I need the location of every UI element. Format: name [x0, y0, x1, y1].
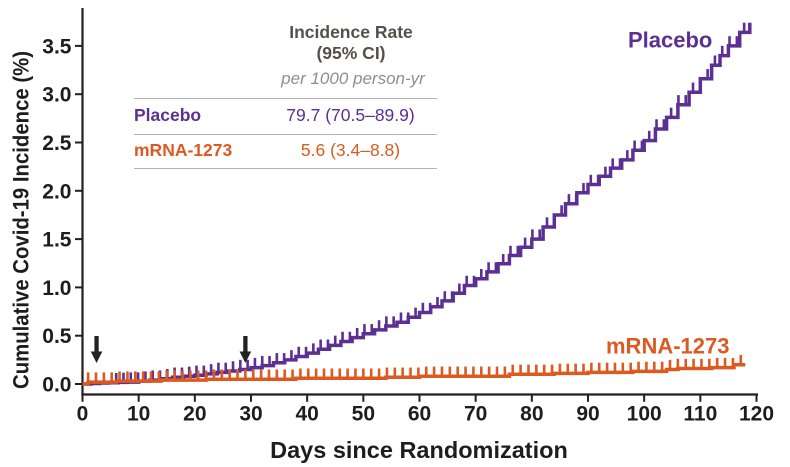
x-tick-label: 80	[520, 403, 543, 426]
dose-arrows-layer	[90, 336, 252, 363]
x-tick-label: 20	[183, 403, 206, 426]
table-header: Incidence Rate (95% CI)	[289, 22, 413, 64]
table-header-line1: Incidence Rate	[289, 22, 413, 42]
row-value-mrna: 5.6 (3.4–8.8)	[300, 140, 401, 160]
placebo-curve-label: Placebo	[628, 28, 712, 53]
x-tick-label: 70	[464, 403, 487, 426]
x-axis-title: Days since Randomization	[270, 437, 568, 463]
x-tick-label: 50	[352, 403, 375, 426]
x-tick-label: 110	[683, 403, 717, 426]
dose-arrow	[90, 336, 103, 363]
mrna-curve-label: mRNA-1273	[606, 334, 730, 359]
table-row-mrna: mRNA-1273 5.6 (3.4–8.8)	[134, 134, 437, 169]
row-label-mrna: mRNA-1273	[134, 140, 233, 160]
y-tick-label: 3.5	[42, 35, 72, 58]
y-tick-label: 2.0	[42, 180, 71, 203]
placebo-series	[82, 22, 752, 386]
x-tick-label: 0	[77, 403, 89, 426]
y-tick-label: 3.0	[42, 84, 71, 107]
axes-layer: 0.0 0.5 1.0 1.5 2.0 2.5 3.0 3.5 0 10 20 30 40 50 60 70 8…	[42, 8, 774, 426]
x-tick-label: 40	[295, 403, 318, 426]
x-tick-label: 10	[127, 403, 150, 426]
mrna-1273-step-line	[82, 362, 746, 386]
dose-arrow-head	[90, 351, 103, 363]
placebo-step-line	[82, 22, 752, 386]
x-tick-label: 60	[408, 403, 431, 426]
table-rows: Placebo 79.7 (70.5–89.9) mRNA-1273 5.6 (…	[134, 22, 437, 169]
x-tick-label: 100	[627, 403, 662, 426]
row-value-placebo: 79.7 (70.5–89.9)	[286, 105, 415, 125]
dose-arrow-head	[239, 351, 252, 363]
dose-arrow	[239, 336, 252, 363]
y-tick-label: 1.5	[42, 229, 72, 252]
table-row-placebo: Placebo 79.7 (70.5–89.9)	[134, 98, 437, 134]
y-tick-label: 0.0	[42, 374, 71, 397]
placebo-censor-ticks	[114, 22, 746, 382]
x-tick-label: 30	[239, 403, 262, 426]
y-axis-title: Cumulative Covid-19 Incidence (%)	[9, 51, 34, 389]
mrna-1273-censor-ticks	[86, 354, 743, 381]
row-label-placebo: Placebo	[134, 105, 202, 125]
y-tick-label: 0.5	[42, 325, 72, 348]
mrna-1273-series	[82, 354, 746, 386]
x-tick-label: 120	[739, 403, 774, 426]
table-subheader: per 1000 person-yr	[281, 69, 425, 88]
curves-layer	[82, 22, 752, 386]
table-header-line2: (95% CI)	[316, 43, 386, 63]
y-tick-label: 1.0	[42, 277, 71, 300]
incidence-rate-table: Incidence Rate (95% CI) per 1000 person-…	[134, 22, 437, 169]
x-tick-label: 90	[576, 403, 599, 426]
y-tick-label: 2.5	[42, 132, 72, 155]
